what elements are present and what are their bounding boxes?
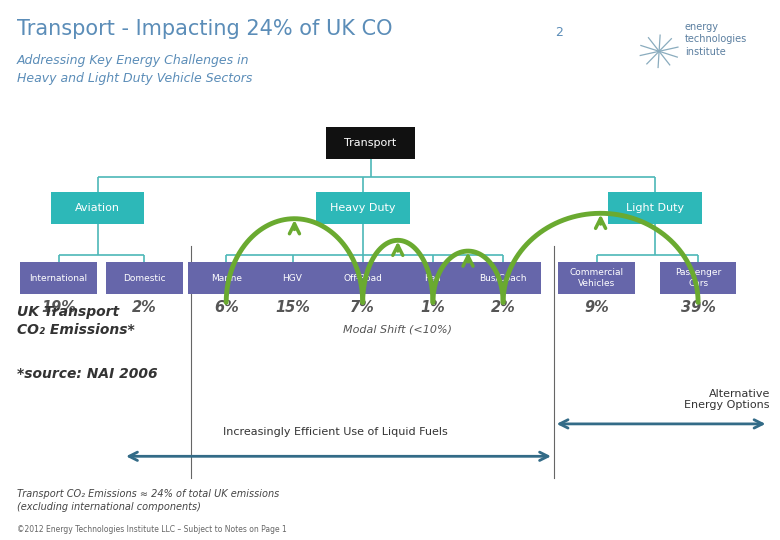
FancyBboxPatch shape <box>106 262 183 294</box>
FancyBboxPatch shape <box>660 262 736 294</box>
Text: Bus/Coach: Bus/Coach <box>480 274 526 282</box>
Text: 2: 2 <box>555 26 563 39</box>
Text: Alternative
Energy Options: Alternative Energy Options <box>684 389 770 410</box>
Text: Modal Shift (<10%): Modal Shift (<10%) <box>343 324 452 334</box>
Text: 6%: 6% <box>214 300 239 315</box>
FancyBboxPatch shape <box>608 192 702 224</box>
Text: ©2012 Energy Technologies Institute LLC – Subject to Notes on Page 1: ©2012 Energy Technologies Institute LLC … <box>17 525 287 534</box>
Text: Transport - Impacting 24% of UK CO: Transport - Impacting 24% of UK CO <box>17 19 392 39</box>
FancyBboxPatch shape <box>324 262 401 294</box>
Text: Passenger
Cars: Passenger Cars <box>675 268 722 288</box>
Text: *source: NAI 2006: *source: NAI 2006 <box>17 367 158 381</box>
Text: 2%: 2% <box>132 300 157 315</box>
Text: International: International <box>30 274 87 282</box>
Text: Commercial
Vehicles: Commercial Vehicles <box>569 268 624 288</box>
FancyBboxPatch shape <box>254 262 331 294</box>
Text: 19%: 19% <box>41 300 76 315</box>
Text: Transport CO₂ Emissions ≈ 24% of total UK emissions
(excluding international com: Transport CO₂ Emissions ≈ 24% of total U… <box>17 489 279 512</box>
FancyBboxPatch shape <box>51 192 144 224</box>
Text: 1%: 1% <box>420 300 445 315</box>
Text: Off-Road: Off-Road <box>343 274 382 282</box>
FancyBboxPatch shape <box>188 262 264 294</box>
FancyBboxPatch shape <box>316 192 410 224</box>
Text: UK Transport
CO₂ Emissions*: UK Transport CO₂ Emissions* <box>17 305 135 338</box>
Text: Increasingly Efficient Use of Liquid Fuels: Increasingly Efficient Use of Liquid Fue… <box>223 427 448 437</box>
Text: 15%: 15% <box>275 300 310 315</box>
Text: 39%: 39% <box>681 300 715 315</box>
Text: 7%: 7% <box>350 300 375 315</box>
Text: Addressing Key Energy Challenges in
Heavy and Light Duty Vehicle Sectors: Addressing Key Energy Challenges in Heav… <box>17 54 253 85</box>
Text: Heavy Duty: Heavy Duty <box>330 203 395 213</box>
Text: Marine: Marine <box>211 274 242 282</box>
Text: Transport: Transport <box>345 138 396 148</box>
Text: 9%: 9% <box>584 300 609 315</box>
FancyBboxPatch shape <box>558 262 635 294</box>
Text: Light Duty: Light Duty <box>626 203 684 213</box>
FancyBboxPatch shape <box>20 262 97 294</box>
Text: Aviation: Aviation <box>75 203 120 213</box>
Text: Rail: Rail <box>424 274 441 282</box>
FancyBboxPatch shape <box>465 262 541 294</box>
Text: energy
technologies
institute: energy technologies institute <box>685 22 747 57</box>
Text: 2%: 2% <box>491 300 516 315</box>
Text: Domestic: Domestic <box>123 274 165 282</box>
FancyBboxPatch shape <box>395 262 471 294</box>
FancyBboxPatch shape <box>326 127 415 159</box>
Text: HGV: HGV <box>282 274 303 282</box>
